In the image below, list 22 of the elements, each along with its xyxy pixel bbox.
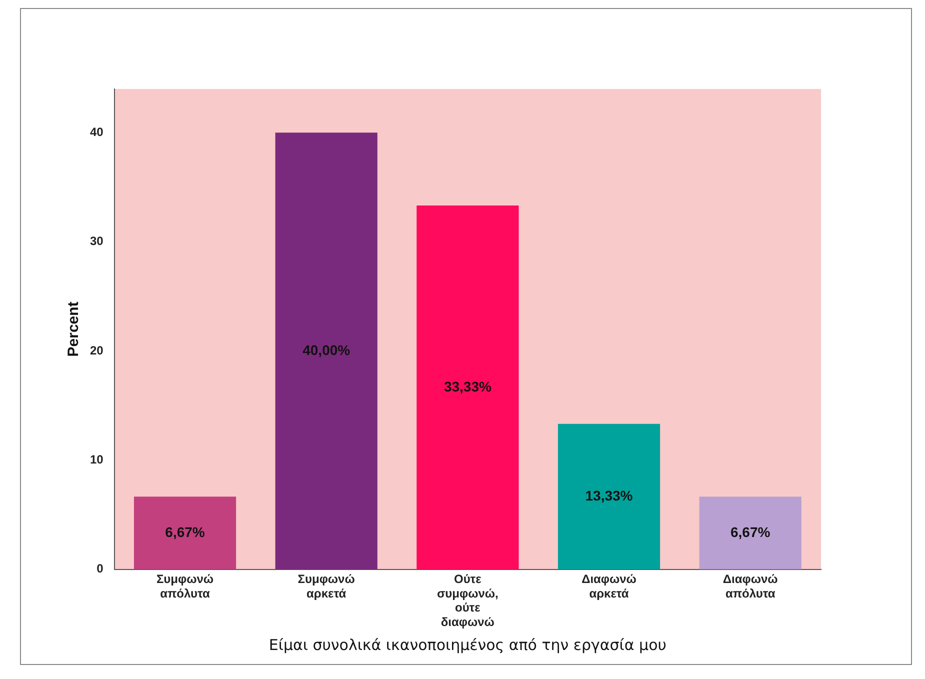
- x-axis-title: Είμαι συνολικά ικανοποιημένος από την εργασία μου: [268, 636, 666, 654]
- bar: [134, 496, 236, 570]
- x-tick-label: Διαφωνώ αρκετά: [582, 572, 636, 600]
- data-label: 33,33%: [444, 378, 492, 394]
- x-tick-label: Συμφωνώ απόλυτα: [156, 572, 214, 600]
- data-label: 40,00%: [302, 342, 351, 358]
- data-label: 6,67%: [730, 524, 771, 540]
- bar: [558, 424, 660, 570]
- bar: [275, 132, 378, 570]
- y-axis-title: Percent: [65, 302, 82, 357]
- x-tick-label: Διαφωνώ απόλυτα: [722, 572, 778, 600]
- y-tick-label: 0: [96, 562, 104, 576]
- data-label: 13,33%: [585, 487, 634, 504]
- bar: [416, 205, 519, 570]
- bar: [699, 496, 802, 570]
- y-tick-label: 40: [90, 124, 104, 139]
- y-tick-label: 30: [90, 234, 104, 248]
- x-tick-label: Συμφωνώ αρκετά: [298, 572, 355, 600]
- y-tick-label: 20: [90, 343, 104, 358]
- y-tick-label: 10: [90, 452, 104, 467]
- data-label: 6,67%: [165, 524, 206, 540]
- x-tick-label: Ούτε συμφωνώ, ούτε διαφωνώ: [436, 572, 498, 630]
